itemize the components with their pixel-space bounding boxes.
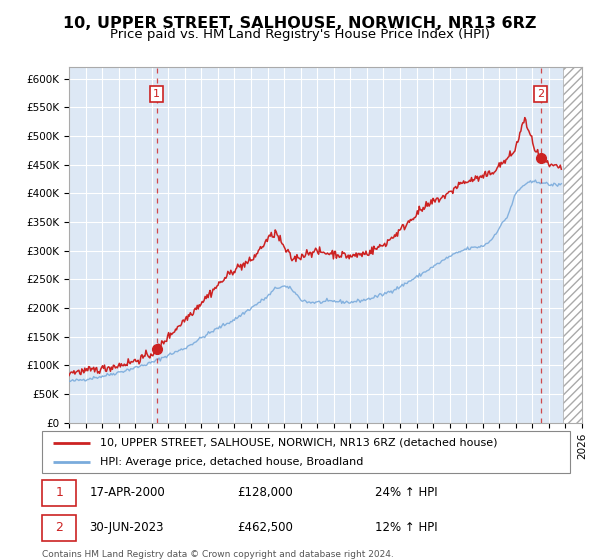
- Text: HPI: Average price, detached house, Broadland: HPI: Average price, detached house, Broa…: [100, 457, 364, 467]
- FancyBboxPatch shape: [42, 515, 76, 541]
- Text: 30-JUN-2023: 30-JUN-2023: [89, 521, 164, 534]
- Text: £128,000: £128,000: [238, 486, 293, 500]
- Text: Contains HM Land Registry data © Crown copyright and database right 2024.
This d: Contains HM Land Registry data © Crown c…: [42, 550, 394, 560]
- Text: £462,500: £462,500: [238, 521, 293, 534]
- Text: 2: 2: [537, 89, 544, 99]
- FancyBboxPatch shape: [42, 431, 570, 473]
- FancyBboxPatch shape: [42, 479, 76, 506]
- Text: 10, UPPER STREET, SALHOUSE, NORWICH, NR13 6RZ (detached house): 10, UPPER STREET, SALHOUSE, NORWICH, NR1…: [100, 437, 497, 447]
- Text: 2: 2: [55, 521, 64, 534]
- Text: 12% ↑ HPI: 12% ↑ HPI: [374, 521, 437, 534]
- Text: 1: 1: [153, 89, 160, 99]
- Text: 17-APR-2000: 17-APR-2000: [89, 486, 165, 500]
- Text: 1: 1: [55, 486, 64, 500]
- Text: 10, UPPER STREET, SALHOUSE, NORWICH, NR13 6RZ: 10, UPPER STREET, SALHOUSE, NORWICH, NR1…: [63, 16, 537, 31]
- Text: 24% ↑ HPI: 24% ↑ HPI: [374, 486, 437, 500]
- Bar: [563, 67, 582, 423]
- Text: Price paid vs. HM Land Registry's House Price Index (HPI): Price paid vs. HM Land Registry's House …: [110, 28, 490, 41]
